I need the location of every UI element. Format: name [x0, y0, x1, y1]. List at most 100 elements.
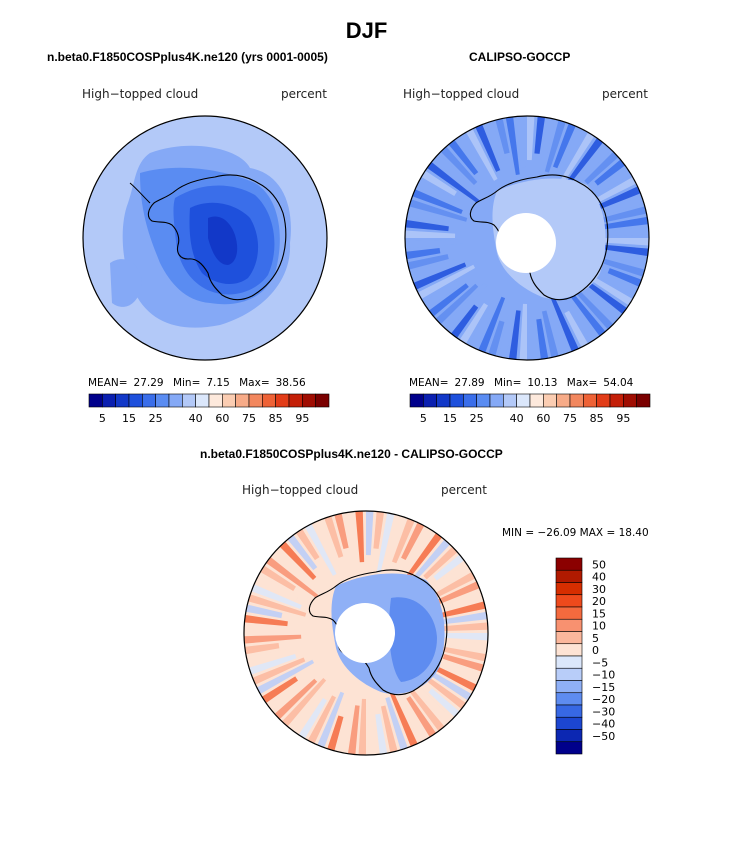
panel-2-streak	[607, 195, 647, 214]
panel-1-colorbar-tick-label: 95	[295, 412, 309, 425]
panel-3-streak	[257, 564, 296, 591]
panel-3-colorbar-tick-label: 0	[592, 644, 599, 657]
panel-2-streak	[549, 293, 580, 355]
panel-3-colorbar-swatch	[555, 680, 583, 694]
panel-3-map	[243, 510, 489, 756]
panel-1-colorbar: 5 15 25 40 60 75 85 95	[88, 393, 330, 425]
panel-1-colorbar-swatch	[88, 393, 103, 408]
panel-2-streak	[594, 157, 628, 186]
panel-3-streak	[303, 521, 337, 576]
panel-2-streak	[589, 293, 623, 325]
panel-2-streak	[410, 262, 467, 291]
panel-2-colorbar-swatch	[583, 393, 597, 408]
panel-1-colorbar-tick-label: 60	[215, 412, 229, 425]
panel-3-streak	[427, 678, 469, 711]
panel-1-colorbar-swatch	[222, 393, 236, 408]
panel-2-colorbar-swatch	[529, 393, 544, 408]
panel-3-streak	[413, 537, 453, 580]
panel-3-continent-negative	[389, 597, 437, 682]
panel-2-streak	[458, 303, 488, 347]
panel-3-colorbar-swatch	[555, 716, 583, 730]
panel-3-colorbar-tick-label: 30	[592, 583, 606, 596]
panel-2-streak	[405, 208, 444, 224]
panel-3-streak	[270, 546, 317, 590]
panel-2-colorbar-swatch	[436, 393, 451, 408]
panel-2-streak	[405, 230, 456, 238]
panel-3-colorbar-swatch	[555, 618, 583, 632]
panel-3-streak	[428, 688, 462, 720]
panel-2-streak	[598, 185, 644, 210]
panel-2-streak	[440, 282, 488, 334]
panel-2-streak	[536, 318, 549, 360]
panel-2-streak	[505, 116, 520, 175]
panel-2-streak	[516, 116, 526, 168]
panel-3-streak	[316, 691, 345, 751]
panel-3-colorbar-tick-label: 50	[592, 558, 606, 571]
main-title: DJF	[345, 18, 388, 43]
panel-3-streak	[326, 715, 344, 754]
panel-2-streak	[467, 300, 497, 352]
panel-1-colorbar-tick-label: 25	[149, 412, 163, 425]
panel-3-streak	[380, 705, 399, 755]
panel-2-mean: 27.89	[454, 377, 485, 389]
panel-2-streak	[405, 254, 449, 271]
panel-3-colorbar-swatch	[555, 631, 583, 645]
panel-1-colorbar-tick-label: 85	[269, 412, 283, 425]
panel-3-streak	[323, 513, 344, 558]
panel-3-streak	[306, 695, 336, 747]
panel-3-stats: MIN = −26.09 MAX = 18.40	[502, 527, 649, 539]
panel-1-colorbar-swatch	[155, 393, 170, 408]
panel-3-colorbar-swatch	[555, 569, 583, 583]
panel-2-colorbar-swatch	[516, 393, 531, 408]
panel-1-map	[82, 115, 328, 361]
panel-2-colorbar-swatch	[623, 393, 637, 408]
panel-3-streak	[279, 677, 327, 729]
panel-3-streak	[244, 649, 288, 666]
panel-3-title: n.beta0.F1850COSPplus4K.ne120 - CALIPSO-…	[200, 447, 503, 461]
panel-2-streak	[484, 118, 505, 163]
panel-1-colorbar-tick-label: 75	[242, 412, 256, 425]
panel-3-streak	[366, 511, 374, 556]
panel-1-colorbar-swatch	[315, 393, 330, 408]
panel-2-streak	[519, 303, 527, 360]
panel-2-colorbar-tick-label: 40	[510, 412, 524, 425]
panel-2-colorbar-tick-label: 5	[420, 412, 427, 425]
panel-3-streak	[385, 696, 409, 753]
panel-3-colorbar-swatch	[555, 582, 583, 596]
panel-2-colorbar-tick-label: 95	[616, 412, 630, 425]
panel-3-colorbar-tick-label: −50	[592, 730, 615, 743]
panel-2-streak	[409, 188, 463, 215]
panel-3-streak	[355, 511, 365, 563]
panel-2-streak	[464, 126, 498, 181]
panel-3-colorbar-tick-label: −15	[592, 681, 615, 694]
panel-2-units-label: percent	[602, 87, 648, 101]
panel-2-mean-label: MEAN=	[409, 377, 449, 389]
panel-2-colorbar-swatch	[423, 393, 437, 408]
panel-2-streak	[589, 175, 639, 206]
panel-1-colorbar-tick-label: 5	[99, 412, 106, 425]
panel-2-streak	[541, 310, 560, 360]
panel-1-max: 38.56	[275, 377, 306, 389]
panel-2-streak	[584, 149, 621, 185]
panel-3-map-border	[243, 510, 489, 756]
panel-2-colorbar-swatch	[609, 393, 624, 408]
panel-1-colorbar-swatch	[195, 393, 210, 408]
panel-2-streak	[405, 239, 463, 249]
panel-3-colorbar-swatch	[555, 729, 583, 743]
panel-3-streak	[428, 570, 478, 601]
panel-3-streak	[294, 526, 320, 561]
panel-3-colorbar-tick-label: −5	[592, 656, 608, 669]
panel-3-colorbar-swatch	[555, 643, 583, 657]
panel-1-colorbar-swatch	[208, 393, 223, 408]
panel-1-colorbar-swatch	[168, 393, 183, 408]
panel-1-region-peak	[208, 216, 238, 265]
panel-1-field-label: High−topped cloud	[82, 87, 199, 101]
panel-2-streak	[407, 259, 458, 281]
panel-3-colorbar-swatch	[555, 594, 583, 608]
panel-3-streak	[442, 653, 487, 673]
panel-2-streak	[564, 310, 590, 350]
panel-3-streak	[244, 642, 280, 655]
panel-2-colorbar-swatch	[569, 393, 584, 408]
panel-3-streak	[373, 511, 385, 549]
panel-2-colorbar-swatch	[636, 393, 651, 408]
